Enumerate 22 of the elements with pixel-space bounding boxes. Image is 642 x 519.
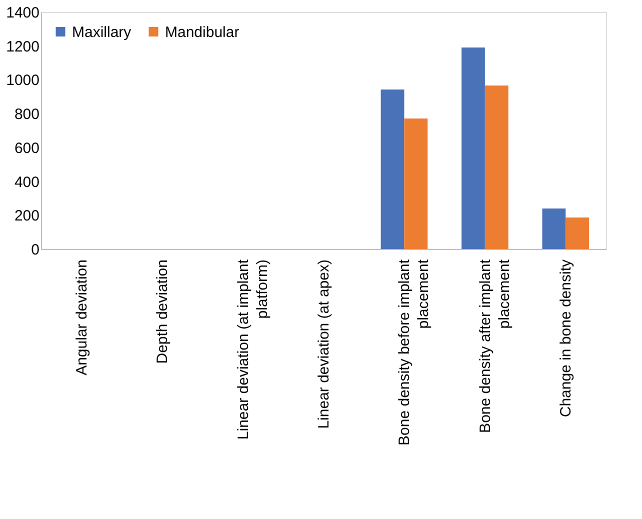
x-tick-label: Depth deviation bbox=[154, 260, 172, 364]
bar bbox=[404, 118, 428, 249]
bar bbox=[542, 208, 566, 249]
y-tick-label: 200 bbox=[14, 208, 40, 225]
y-tick-label: 600 bbox=[14, 140, 40, 157]
y-tick-label: 400 bbox=[14, 174, 40, 191]
x-tick-label: Linear deviation (at apex) bbox=[316, 260, 332, 429]
bar bbox=[566, 218, 590, 249]
x-tick-label: Change in bone density bbox=[558, 259, 575, 418]
legend-label: Mandibular bbox=[165, 24, 240, 41]
bar bbox=[462, 48, 485, 249]
y-tick-label: 1000 bbox=[6, 72, 40, 90]
y-tick-label: 1200 bbox=[6, 38, 40, 56]
x-tick-label: Bone density before implant placement bbox=[396, 258, 432, 446]
y-tick-label: 800 bbox=[14, 106, 40, 124]
bar bbox=[380, 90, 404, 249]
y-tick-label: 0 bbox=[31, 242, 40, 258]
y-tick-label: 1400 bbox=[6, 4, 40, 22]
bar bbox=[484, 85, 508, 249]
x-tick-label: Linear deviation (at implant platform) bbox=[234, 258, 271, 440]
x-tick-label: Angular deviation bbox=[73, 260, 90, 376]
legend-label: Maxillary bbox=[72, 24, 132, 41]
